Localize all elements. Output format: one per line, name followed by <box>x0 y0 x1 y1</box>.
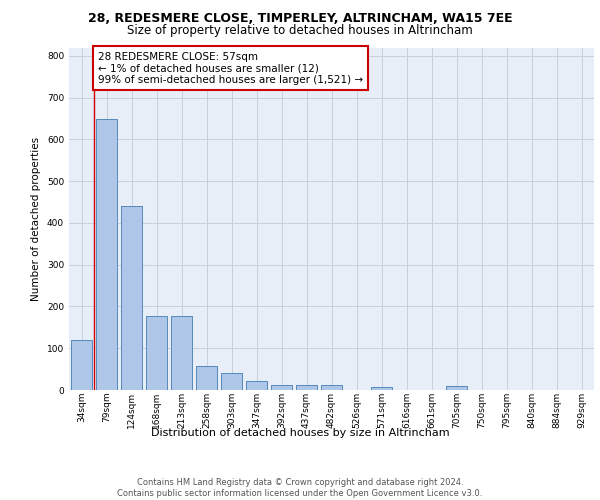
Bar <box>246 381 267 390</box>
Bar <box>271 385 292 390</box>
Y-axis label: Number of detached properties: Number of detached properties <box>31 136 41 301</box>
Bar <box>171 316 192 390</box>
Bar <box>146 316 167 390</box>
Bar <box>196 366 217 390</box>
Bar <box>121 206 142 390</box>
Bar <box>221 374 242 390</box>
Text: Distribution of detached houses by size in Altrincham: Distribution of detached houses by size … <box>151 428 449 438</box>
Bar <box>96 120 117 390</box>
Bar <box>321 386 342 390</box>
Bar <box>71 340 92 390</box>
Text: Contains HM Land Registry data © Crown copyright and database right 2024.
Contai: Contains HM Land Registry data © Crown c… <box>118 478 482 498</box>
Text: 28, REDESMERE CLOSE, TIMPERLEY, ALTRINCHAM, WA15 7EE: 28, REDESMERE CLOSE, TIMPERLEY, ALTRINCH… <box>88 12 512 25</box>
Bar <box>296 384 317 390</box>
Text: Size of property relative to detached houses in Altrincham: Size of property relative to detached ho… <box>127 24 473 37</box>
Text: 28 REDESMERE CLOSE: 57sqm
← 1% of detached houses are smaller (12)
99% of semi-d: 28 REDESMERE CLOSE: 57sqm ← 1% of detach… <box>98 52 363 85</box>
Bar <box>371 386 392 390</box>
Bar <box>446 386 467 390</box>
